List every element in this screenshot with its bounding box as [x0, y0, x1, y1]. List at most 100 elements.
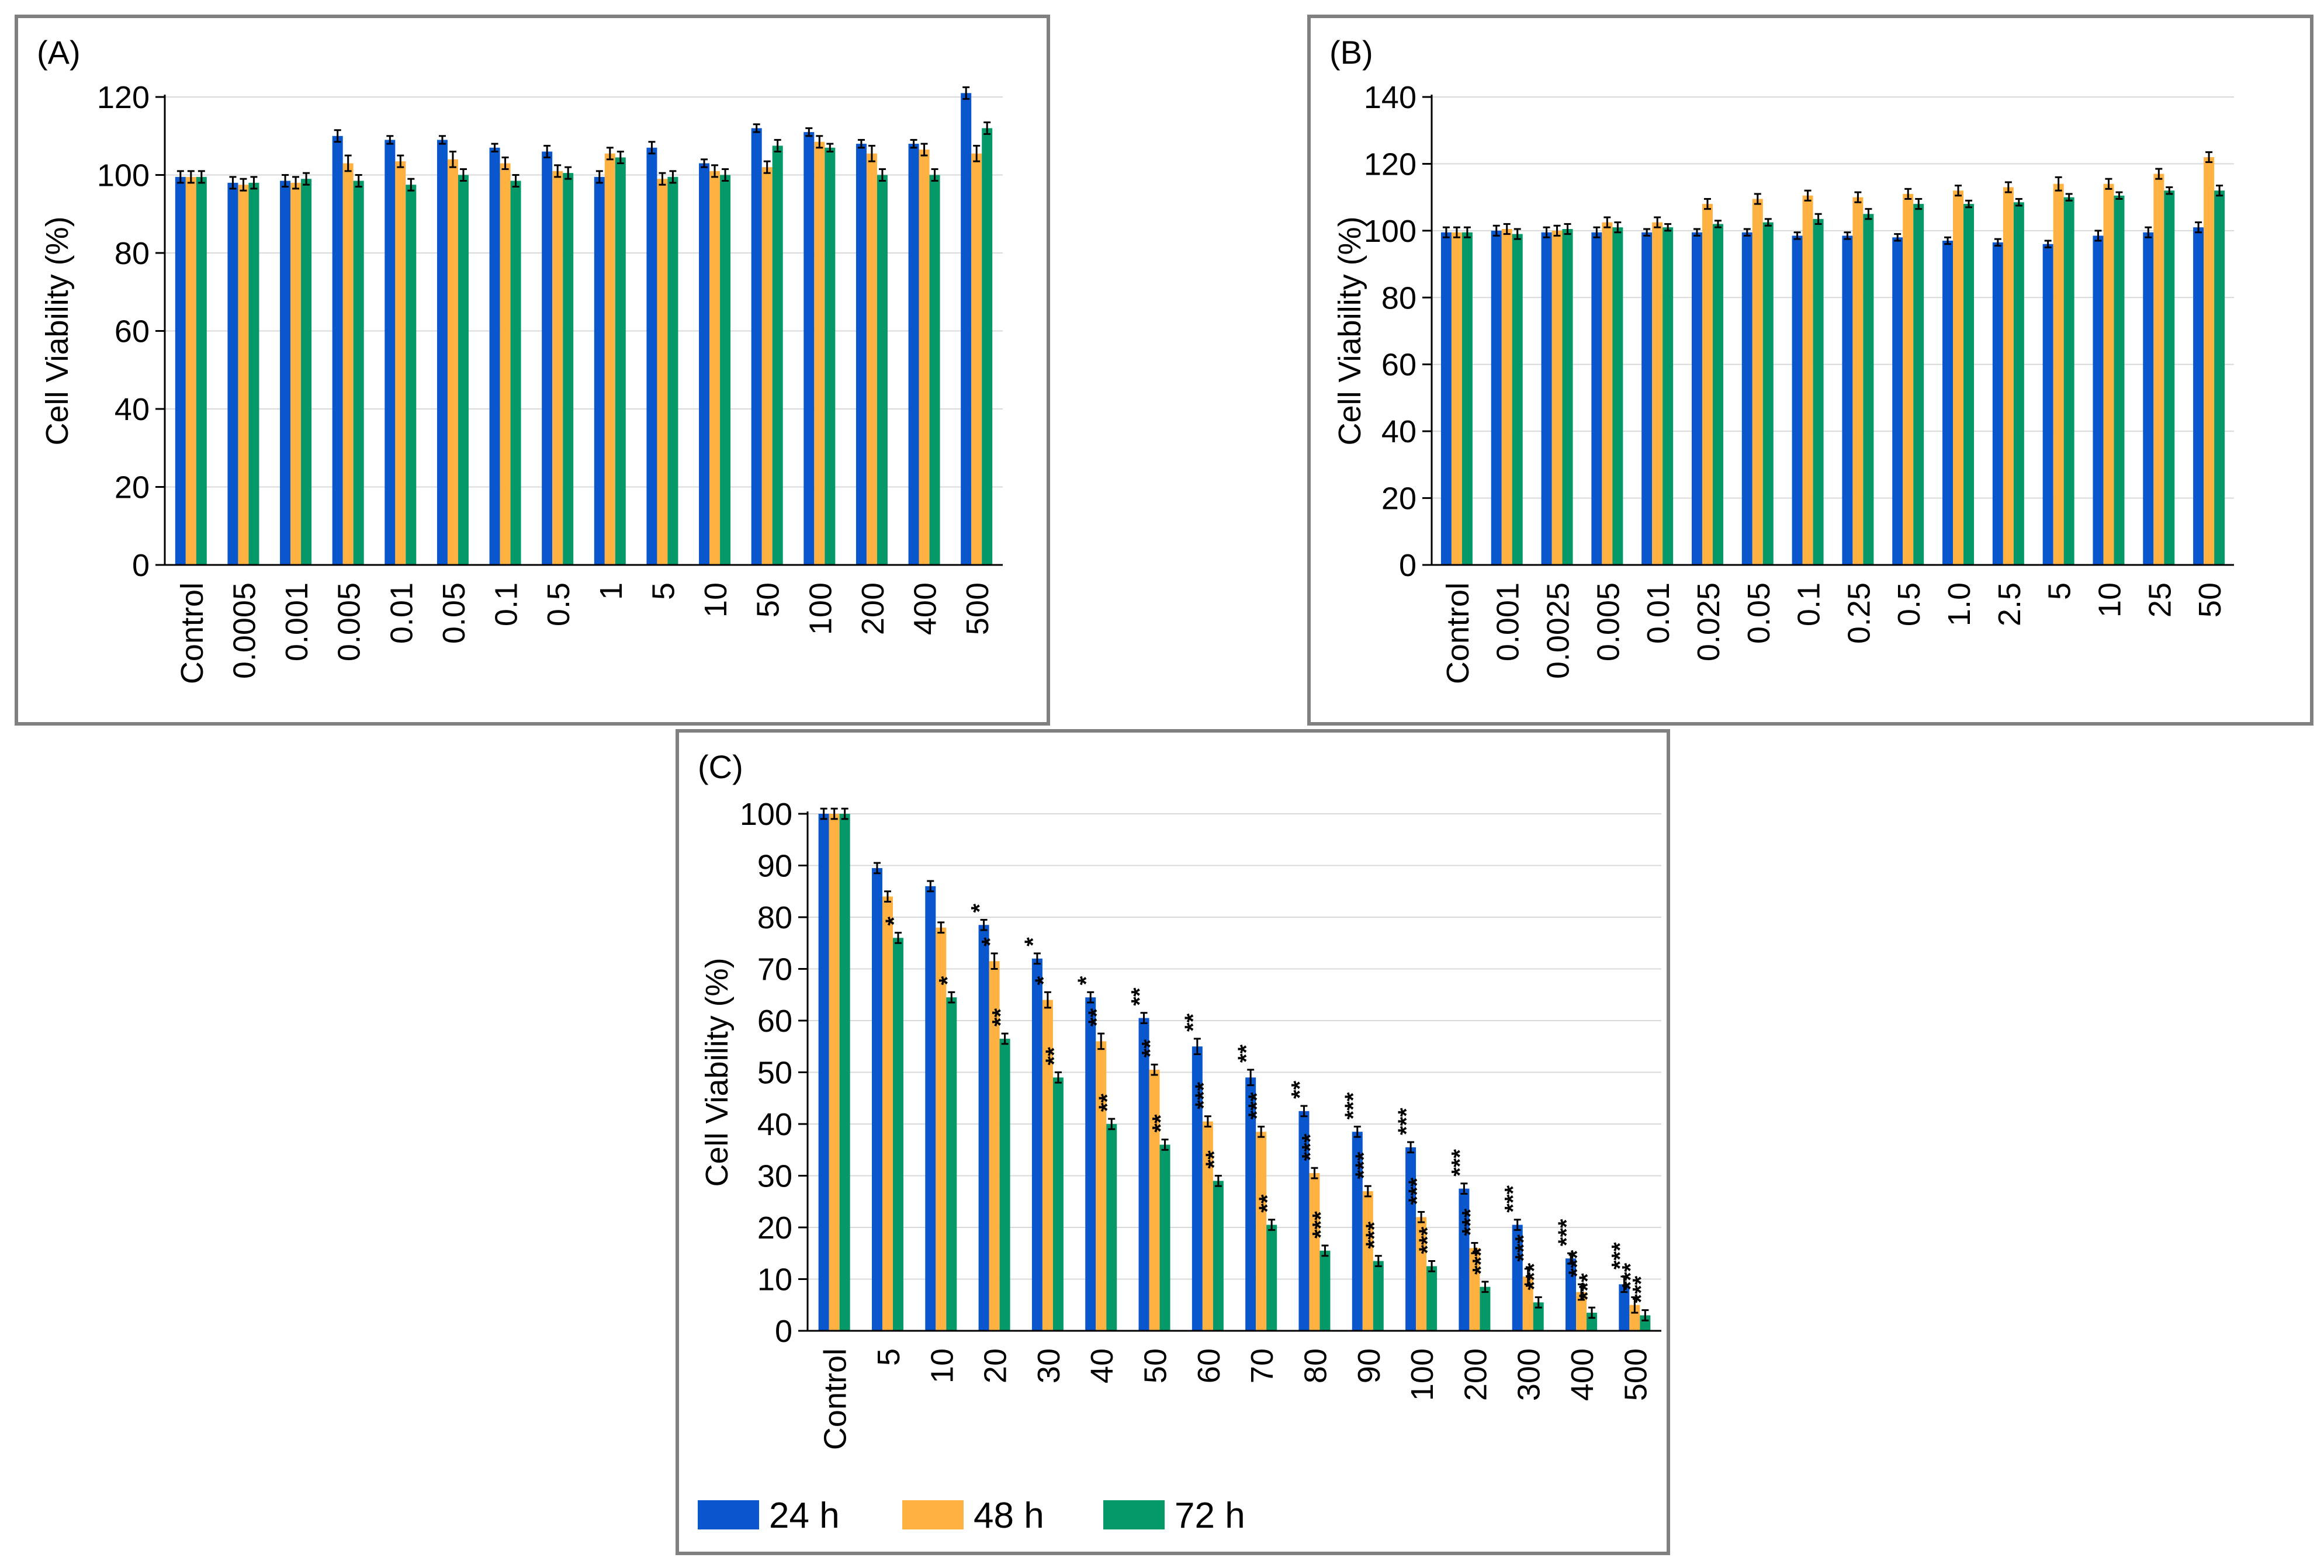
y-tick-label: 100	[1364, 214, 1416, 249]
bar	[604, 153, 615, 566]
bar	[1512, 234, 1523, 565]
legend-swatch	[698, 1500, 759, 1529]
significance-mark: ***	[1394, 1108, 1419, 1135]
bar	[1576, 1292, 1587, 1331]
bar	[406, 185, 417, 565]
significance-mark: ***	[1341, 1092, 1366, 1119]
bar	[342, 163, 354, 566]
bar	[946, 997, 957, 1331]
bar	[1741, 232, 1752, 565]
bar	[1461, 232, 1473, 565]
bar	[1469, 1248, 1480, 1331]
bar	[489, 147, 500, 565]
bar	[2214, 190, 2225, 565]
significance-mark: *	[978, 937, 1003, 946]
bar	[751, 128, 762, 565]
bar	[1691, 232, 1702, 565]
bar	[248, 182, 259, 566]
significance-mark: **	[1287, 1080, 1312, 1099]
significance-mark: *	[1073, 976, 1099, 985]
y-tick-label: 60	[115, 314, 150, 349]
x-tick-label: 0.0025	[1541, 582, 1576, 679]
y-tick-label: 120	[97, 80, 150, 115]
significance-mark: ***	[1308, 1211, 1334, 1239]
bar	[936, 927, 947, 1331]
significance-mark: **	[1095, 1094, 1120, 1112]
bar	[1612, 227, 1623, 565]
bar	[892, 938, 903, 1331]
bar	[185, 176, 196, 565]
x-tick-label: 0.01	[384, 582, 419, 644]
x-tick-label: 40	[1085, 1348, 1120, 1383]
bar	[1266, 1224, 1277, 1331]
significance-mark: *	[934, 976, 960, 985]
bar	[238, 185, 249, 565]
bar	[1256, 1132, 1267, 1331]
bar	[1106, 1124, 1117, 1331]
significance-mark: ***	[1618, 1262, 1643, 1290]
bar	[908, 144, 919, 566]
y-tick-label: 60	[1381, 348, 1416, 383]
x-tick-label: 400	[1565, 1348, 1600, 1401]
panel-b: (B) 0 20 40 60 80 100 120 140 Cell Viability (%) C…	[1307, 15, 2313, 726]
bar	[1512, 1224, 1523, 1331]
bar	[1459, 1188, 1470, 1331]
bar	[1138, 1018, 1149, 1331]
panel-label: (C)	[698, 748, 743, 785]
bar	[395, 161, 406, 565]
legend-label: 72 h	[1175, 1496, 1245, 1536]
bar	[500, 163, 511, 566]
bar	[871, 868, 882, 1331]
x-tick-label: 0.05	[1741, 582, 1776, 644]
significance-mark: *	[1031, 976, 1057, 985]
bar	[1942, 241, 1954, 565]
x-tick-label: Control	[1440, 582, 1476, 684]
significance-mark: ***	[1628, 1275, 1654, 1303]
x-tick-label: 0.05	[437, 582, 472, 644]
bar	[1085, 997, 1096, 1331]
significance-mark: ***	[1415, 1226, 1440, 1254]
bar	[978, 925, 989, 1331]
bar	[829, 814, 840, 1331]
bar	[1213, 1181, 1224, 1331]
x-tick-label: 0.01	[1641, 582, 1676, 644]
y-tick-label: 20	[757, 1210, 792, 1246]
significance-mark: ***	[1511, 1234, 1537, 1262]
x-tick-label: 0.005	[1591, 582, 1626, 661]
bar	[1992, 242, 2003, 565]
bar	[1541, 232, 1552, 565]
bar	[552, 171, 563, 565]
bar	[447, 159, 458, 565]
panel-c: (C) 0 10 20 30 40 50 60 70 80 90 100 Cell Viability …	[676, 729, 1670, 1555]
bar	[961, 93, 972, 565]
bar	[772, 145, 783, 565]
x-tick-label: 2.5	[1992, 582, 2027, 626]
bar	[615, 157, 626, 565]
bar	[1813, 218, 1824, 565]
bar	[982, 128, 993, 565]
y-tick-label: 80	[115, 236, 150, 271]
x-tick-label: 5	[871, 1348, 906, 1366]
x-tick-label: 0.1	[489, 582, 524, 626]
bar	[1953, 190, 1964, 565]
bar	[1792, 235, 1803, 565]
bar	[919, 150, 930, 565]
y-tick-label: 40	[1381, 414, 1416, 449]
bar	[563, 173, 574, 566]
x-tick-label: Control	[818, 1348, 853, 1450]
bar	[1202, 1121, 1213, 1331]
panel-label: (A)	[37, 34, 81, 71]
y-tick-label: 90	[757, 849, 792, 884]
bar	[1298, 1111, 1310, 1331]
x-tick-label: 500	[1618, 1348, 1653, 1401]
x-tick-label: 0.025	[1691, 582, 1726, 661]
bar	[2053, 183, 2064, 565]
bar	[385, 140, 396, 566]
significance-mark: ***	[1404, 1177, 1430, 1205]
bar	[1480, 1286, 1491, 1331]
bar	[877, 175, 888, 565]
significance-mark: **	[1041, 1047, 1067, 1066]
x-tick-label: 0.001	[1491, 582, 1526, 661]
y-tick-label: 0	[132, 548, 150, 583]
bar	[2093, 235, 2104, 565]
